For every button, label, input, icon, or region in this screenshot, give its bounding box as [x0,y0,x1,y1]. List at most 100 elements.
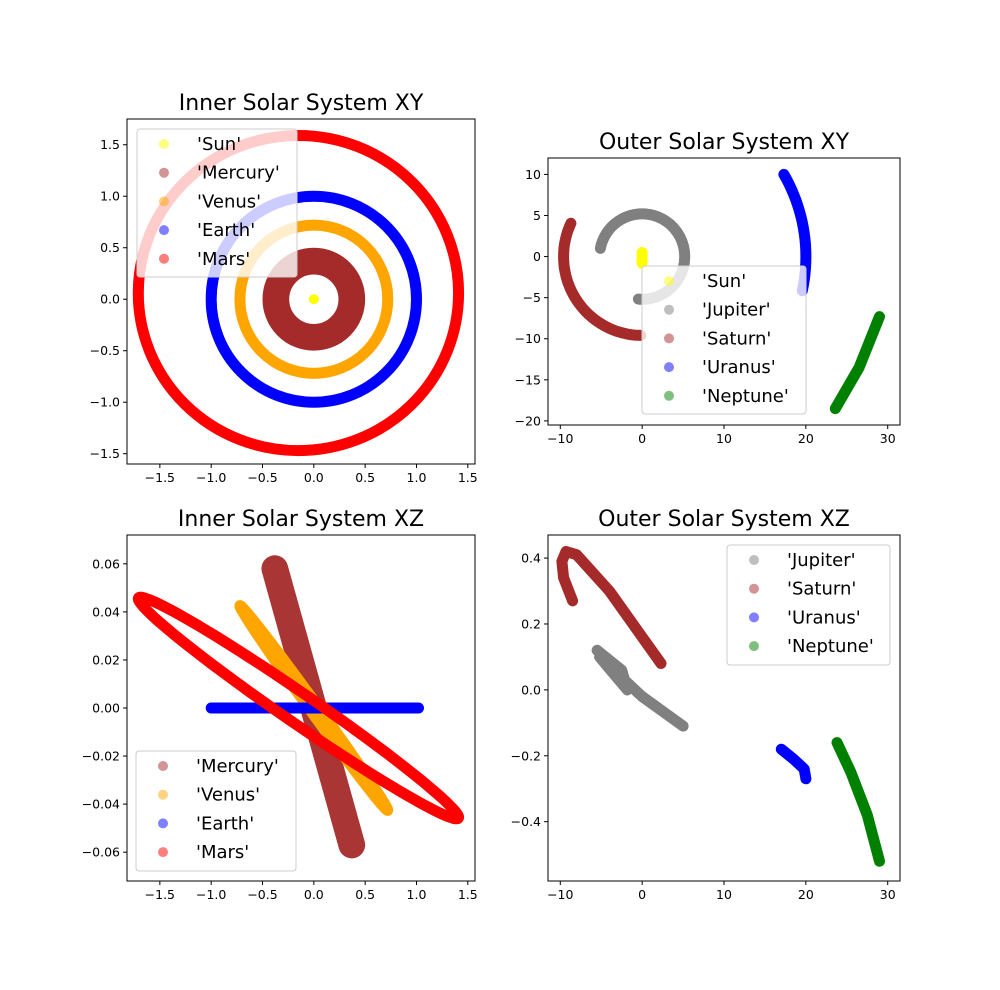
series-earth [205,190,422,408]
x-tick-label: 20 [798,887,814,902]
legend-label: 'Jupiter' [702,300,771,321]
legend: 'Jupiter' 'Saturn' 'Uranus' 'Neptune' [726,544,891,666]
legend-label: 'Mercury' [197,163,280,184]
legend-marker [664,276,674,286]
x-tick-label: 1.5 [458,470,478,485]
series-saturn [556,546,667,669]
y-tick-label: 1.0 [100,189,120,204]
x-tick-label: 10 [716,431,732,446]
chart-2: Outer Solar System XY −10 0 10 20 30 −20 −15 −10… [515,130,901,446]
y-tick-label: 1.5 [100,137,120,152]
x-tick-label: −0.5 [247,470,277,485]
legend-marker [159,253,169,264]
y-tick-label: 5 [533,208,541,223]
x-tick-label: 20 [798,431,814,446]
legend-label: 'Uranus' [702,357,776,378]
y-tick-label: 0.4 [521,551,541,566]
y-tick-label: −20 [515,413,541,428]
y-tick-label: 0.04 [92,604,120,619]
y-tick-label: −0.5 [90,343,120,358]
series-mars [132,129,465,457]
x-tick-label: 1.0 [407,887,427,902]
y-tick-label: −0.06 [82,845,120,860]
legend-marker [749,612,759,623]
legend-label: 'Mars' [196,842,249,863]
legend-label: 'Sun' [197,134,241,155]
legend: 'Sun' 'Mercury' 'Venus' 'Earth' 'Mars' [136,128,298,278]
legend-label: 'Jupiter' [787,550,856,571]
y-tick-label: 0 [533,249,541,264]
x-tick-label: −1.5 [145,470,175,485]
y-tick-label: 0.02 [92,652,120,667]
chart-1: Inner Solar System XY −1.5 −1.0 −0.5 0.0 0.5 1… [90,91,478,485]
chart-title: Inner Solar System XZ [178,507,424,532]
legend-marker [158,761,168,771]
legend-marker [158,789,168,800]
y-tick-label: −0.02 [82,749,120,764]
legend-label: 'Neptune' [787,636,874,657]
legend-marker [749,641,759,652]
series-saturn [558,217,647,341]
y-tick-label: 0.00 [92,701,120,716]
x-tick-label: 0.5 [355,470,375,485]
legend-label: 'Venus' [196,785,260,806]
x-tick-label: −1.0 [196,887,226,902]
legend-label: 'Saturn' [702,328,771,349]
x-tick-label: 30 [880,887,896,902]
legend: 'Mercury' 'Venus' 'Earth' 'Mars' [135,750,297,872]
y-tick-label: −5 [523,290,541,305]
legend-marker [749,583,759,594]
plot-area [556,546,885,867]
x-tick-label: −1.5 [145,887,175,902]
legend-label: 'Earth' [197,220,255,241]
series-mercury [262,247,366,351]
legend-marker [664,333,674,344]
x-tick-label: 0 [638,887,646,902]
x-tick-label: −10 [547,887,573,902]
y-tick-label: −1.0 [90,395,120,410]
y-tick-label: 0.0 [100,292,120,307]
y-tick-label: 10 [525,167,541,182]
x-tick-label: 1.5 [458,887,478,902]
legend-label: 'Uranus' [787,607,861,628]
y-tick-label: −0.04 [82,797,120,812]
y-tick-label: 0.0 [521,682,541,697]
y-tick-label: −0.4 [511,814,541,829]
legend-marker [158,847,168,858]
legend-box [135,750,297,872]
y-tick-label: 0.5 [100,240,120,255]
x-tick-label: −0.5 [247,887,277,902]
series-jupiter [591,644,689,732]
x-tick-label: 0.5 [355,887,375,902]
legend-marker [664,390,674,401]
series-neptune [829,311,885,415]
chart-title: Inner Solar System XY [179,91,424,116]
legend-box [641,265,807,415]
y-tick-label: −0.2 [511,748,541,763]
x-tick-label: −10 [547,431,573,446]
legend-marker [664,362,674,373]
legend-box [726,544,891,666]
series-venus [234,219,394,379]
legend-marker [159,225,169,236]
legend-label: 'Mercury' [196,756,279,777]
legend-label: 'Saturn' [787,579,856,600]
legend-label: 'Venus' [197,191,261,212]
axes-frame [126,118,476,465]
series-mars [132,591,465,825]
y-tick-label: 0.06 [92,556,120,571]
y-tick-label: −10 [515,331,541,346]
legend-marker [159,139,169,149]
x-tick-label: −1.0 [196,470,226,485]
legend-marker [158,818,168,829]
legend-marker [749,555,759,565]
legend-marker [664,304,674,315]
chart-title: Outer Solar System XY [599,130,850,155]
x-tick-label: 1.0 [407,470,427,485]
chart-4: Outer Solar System XZ −10 0 10 20 30 −0.4 −0.2 0… [511,507,901,902]
x-tick-label: 0 [638,431,646,446]
y-tick-label: 0.2 [521,616,541,631]
x-tick-label: 10 [716,887,732,902]
series-uranus [775,743,812,785]
